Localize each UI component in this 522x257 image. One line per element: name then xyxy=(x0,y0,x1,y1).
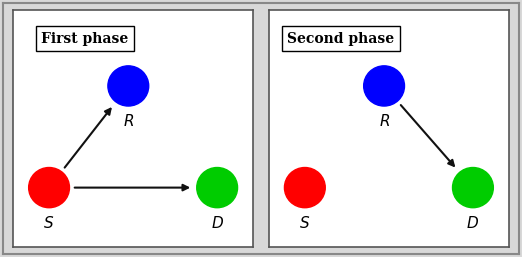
Text: $D$: $D$ xyxy=(467,215,479,231)
Text: $S$: $S$ xyxy=(43,215,55,231)
Circle shape xyxy=(197,168,238,208)
Text: First phase: First phase xyxy=(41,32,129,46)
Text: $R$: $R$ xyxy=(123,113,134,130)
Text: $R$: $R$ xyxy=(378,113,389,130)
Text: $S$: $S$ xyxy=(299,215,311,231)
Text: Second phase: Second phase xyxy=(287,32,395,46)
Circle shape xyxy=(453,168,493,208)
Text: $D$: $D$ xyxy=(211,215,223,231)
Circle shape xyxy=(284,168,325,208)
Circle shape xyxy=(108,66,149,106)
Circle shape xyxy=(29,168,69,208)
Circle shape xyxy=(364,66,405,106)
